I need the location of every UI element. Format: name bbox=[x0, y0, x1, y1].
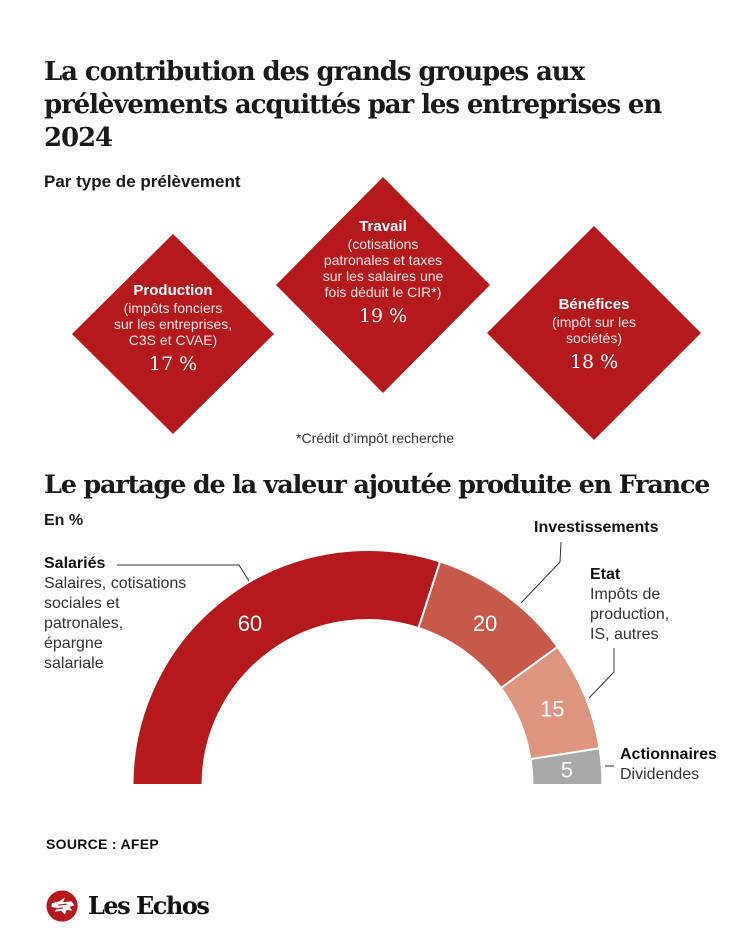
diamond-name: Bénéfices bbox=[558, 296, 630, 313]
leader-line-salaries bbox=[117, 564, 250, 582]
section1-subtitle: Par type de prélèvement bbox=[44, 172, 241, 191]
label-etat-name: Etat bbox=[590, 566, 621, 583]
section2-title: Le partage de la valeur ajoutée produite… bbox=[44, 470, 711, 500]
label-actionnaires: Actionnaires Dividendes bbox=[620, 745, 717, 785]
label-actionnaires-line: Dividendes bbox=[620, 766, 700, 783]
diamond-value: 19 % bbox=[358, 305, 408, 327]
label-etat-line: IS, autres bbox=[590, 626, 659, 643]
diamond-shape bbox=[72, 234, 274, 434]
label-salaries-line: sociales et bbox=[44, 595, 120, 612]
leader-line-investissements bbox=[520, 541, 562, 604]
label-salaries-line: Salaires, cotisations bbox=[44, 575, 187, 592]
donut-value-label: 60 bbox=[238, 611, 262, 636]
footnote: *Crédit d’impôt recherche bbox=[296, 430, 454, 446]
diamond-production: Production (impôts fonciers sur les entr… bbox=[72, 234, 274, 434]
diamond-value: 18 % bbox=[569, 351, 619, 373]
source: SOURCE : AFEP bbox=[46, 836, 160, 852]
label-salaries-name: Salariés bbox=[44, 555, 106, 572]
diamond-description: (impôts fonciers sur les entreprises, C3… bbox=[113, 300, 233, 348]
donut-value-label: 5 bbox=[561, 757, 573, 782]
donut-segment-actionnaires bbox=[529, 747, 604, 786]
label-actionnaires-name: Actionnaires bbox=[620, 746, 717, 763]
donut-value-label: 15 bbox=[540, 696, 564, 721]
label-investissements-name: Investissements bbox=[534, 519, 659, 536]
diamond-name: Production bbox=[133, 282, 213, 299]
label-salaries-line: patronales, bbox=[44, 615, 124, 632]
label-investissements: Investissements bbox=[534, 518, 659, 538]
les-echos-logo-icon bbox=[46, 890, 78, 922]
diamond-travail: Travail (cotisations patronales et taxes… bbox=[276, 177, 490, 393]
diamond-description: (cotisations patronales et taxes sur les… bbox=[322, 236, 444, 300]
leader-line-etat bbox=[588, 648, 615, 699]
label-salaries: Salariés Salaires, cotisations sociales … bbox=[44, 554, 234, 674]
diamond-shape bbox=[276, 177, 490, 393]
label-etat-line: Impôts de bbox=[590, 586, 661, 603]
diamond-description: (impôt sur les sociétés) bbox=[551, 314, 637, 346]
label-salaries-line: épargne bbox=[44, 635, 103, 652]
donut-segment-salaris bbox=[131, 549, 442, 786]
diamond-benefices: Bénéfices (impôt sur les sociétés) 18 % bbox=[487, 226, 701, 440]
donut-value-label: 20 bbox=[473, 611, 497, 636]
les-echos-wordmark: Les Echos bbox=[88, 891, 210, 920]
label-etat: Etat Impôts de production, IS, autres bbox=[590, 565, 669, 645]
diamond-value: 17 % bbox=[148, 353, 198, 375]
section2-subtitle: En % bbox=[44, 512, 84, 529]
diamond-shape bbox=[487, 226, 701, 440]
label-etat-line: production, bbox=[590, 606, 670, 623]
main-title: La contribution des grands groupes aux p… bbox=[44, 57, 662, 153]
diamond-name: Travail bbox=[359, 218, 407, 235]
label-salaries-line: salariale bbox=[44, 655, 104, 672]
